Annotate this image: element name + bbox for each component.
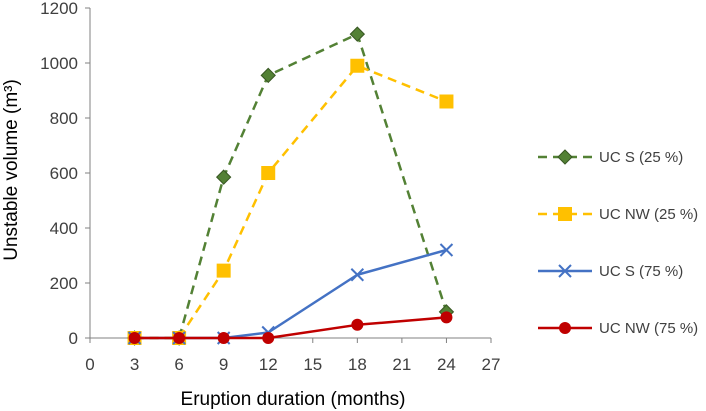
legend: UC S (25 %) UC NW (25 %) UC S (75 %) UC NW … — [538, 149, 698, 337]
legend-swatch-point — [557, 149, 573, 165]
axes: 0 200 400 600 800 1000 1200 0 3 6 9 12 15 18 21 24 27 — [40, 0, 500, 374]
series-1-point — [260, 67, 276, 84]
series-2-point — [216, 263, 231, 278]
series-1 — [126, 26, 455, 346]
legend-label: UC S (75 %) — [599, 263, 683, 280]
x-tick-label: 15 — [303, 355, 322, 374]
x-tick-label: 6 — [174, 355, 183, 374]
x-tick-label: 12 — [259, 355, 278, 374]
series-4-line — [134, 316, 447, 340]
series-3-point — [439, 243, 454, 257]
y-tick-label: 0 — [69, 329, 78, 348]
x-tick-label: 18 — [348, 355, 367, 374]
x-tick-label: 24 — [437, 355, 456, 374]
legend-entry: UC S (25 %) — [538, 149, 683, 166]
legend-entry: UC S (75 %) — [538, 263, 683, 280]
series-4-point — [173, 332, 186, 344]
y-tick-label: 600 — [50, 164, 78, 183]
series-1-point — [215, 169, 232, 185]
series-4-point — [128, 332, 141, 344]
series-4 — [128, 311, 453, 344]
series-2-point — [261, 166, 276, 180]
series-4-point — [351, 318, 364, 331]
y-axis-title: Unstable volume (m³) — [1, 79, 22, 261]
series-3 — [127, 243, 454, 345]
legend-label: UC S (25 %) — [599, 149, 683, 166]
x-tick-label: 27 — [482, 355, 501, 374]
series-2-point — [350, 58, 365, 73]
series-1-point — [349, 26, 366, 42]
x-tick-label: 21 — [392, 355, 411, 374]
series-4-point — [217, 332, 230, 344]
legend-swatch-point — [558, 207, 572, 221]
x-axis-title: Eruption duration (months) — [181, 389, 406, 410]
series-2-line — [134, 64, 447, 340]
legend-entry: UC NW (75 %) — [538, 320, 698, 337]
y-tick-label: 1000 — [40, 54, 78, 73]
x-tick-label: 9 — [219, 355, 228, 374]
series-2-point — [439, 94, 454, 109]
y-tick-label: 400 — [50, 219, 78, 238]
series-3-point — [350, 268, 365, 282]
x-tick-label: 0 — [85, 355, 94, 374]
series-2 — [127, 58, 454, 345]
x-tick-label: 3 — [130, 355, 139, 374]
y-tick-label: 1200 — [40, 0, 78, 18]
legend-swatch-point — [558, 264, 572, 278]
y-tick-label: 800 — [50, 109, 78, 128]
y-tick-label: 200 — [50, 274, 78, 293]
legend-entry: UC NW (25 %) — [538, 206, 698, 223]
series-4-point — [262, 332, 275, 344]
legend-label: UC NW (25 %) — [599, 206, 698, 223]
series-3-line — [134, 248, 447, 340]
series-1-line — [134, 32, 448, 340]
legend-swatch-point — [559, 322, 571, 334]
series-4-point — [440, 311, 453, 324]
series-group — [126, 26, 455, 346]
legend-label: UC NW (75 %) — [599, 320, 698, 337]
